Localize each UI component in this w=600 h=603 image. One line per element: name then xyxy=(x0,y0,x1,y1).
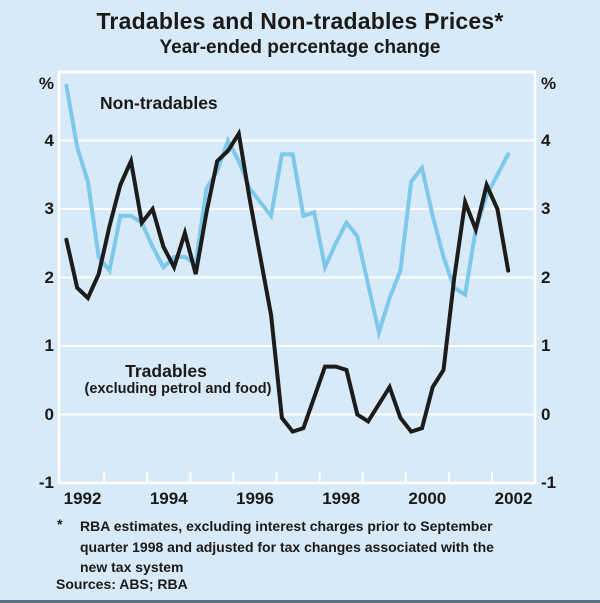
series-line-tradables xyxy=(64,128,511,434)
x-axis-label-1994: 1994 xyxy=(149,489,188,508)
y-axis-label-left-2: 2 xyxy=(44,267,54,287)
y-axis-label-right-4: 4 xyxy=(541,130,551,150)
x-axis-label-1996: 1996 xyxy=(236,489,274,508)
x-axis-label-2002: 2002 xyxy=(494,489,533,508)
y-axis-label-left-4: 4 xyxy=(44,130,54,150)
x-axis-label-1998: 1998 xyxy=(322,489,361,508)
footnote-marker: * xyxy=(57,516,63,532)
y-axis-label-left-3: 3 xyxy=(44,199,54,218)
sources-note: Sources: ABS; RBA xyxy=(56,576,188,592)
series-label-tradables: Tradables xyxy=(125,361,207,381)
x-axis-label-1992: 1992 xyxy=(63,489,102,508)
x-axis-label-2000: 2000 xyxy=(408,489,447,508)
footnote-line-2: quarter 1998 and adjusted for tax change… xyxy=(80,538,494,555)
chart-title: Tradables and Non-tradables Prices* xyxy=(96,8,504,34)
footnote-line-3: new tax system xyxy=(80,559,184,575)
y-axis-unit-right: % xyxy=(541,74,557,93)
series-label-tradables-qualifier: (excluding petrol and food) xyxy=(84,381,272,397)
y-axis-label-left-0: 0 xyxy=(44,404,54,424)
series-label-non-tradables: Non-tradables xyxy=(100,93,218,113)
y-axis-label-right-0: 0 xyxy=(541,404,551,424)
y-axis-label-right-2: 2 xyxy=(541,267,551,287)
y-axis-label-right-3: 3 xyxy=(541,199,551,218)
plot-frame xyxy=(57,70,537,485)
y-axis-label-left-1: 1 xyxy=(44,336,54,355)
chart-subtitle: Year-ended percentage change xyxy=(159,37,441,58)
page-bottom-rule xyxy=(0,600,600,603)
y-axis-label-left--1: -1 xyxy=(38,473,54,492)
footnote-text: RBA estimates, excluding interest charge… xyxy=(80,516,570,578)
y-axis-label-right-1: 1 xyxy=(541,336,551,355)
y-axis-label-right--1: -1 xyxy=(541,473,557,492)
footnote-line-1: RBA estimates, excluding interest charge… xyxy=(80,518,493,534)
y-axis-unit-left: % xyxy=(38,74,54,93)
